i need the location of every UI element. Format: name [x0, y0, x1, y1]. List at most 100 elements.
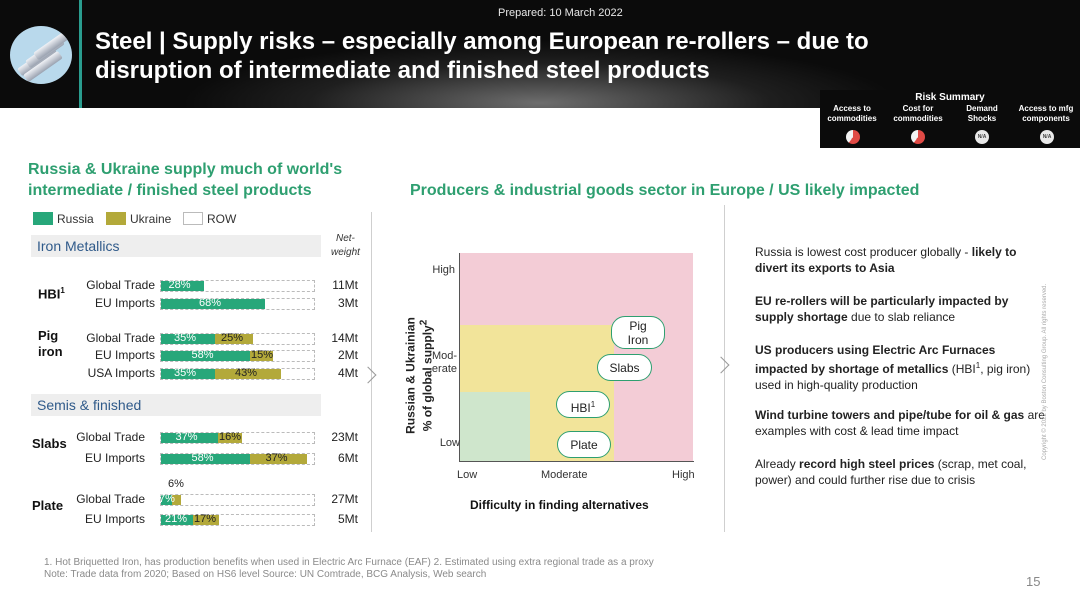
left-heading: Russia & Ukraine supply much of world's …: [28, 161, 343, 199]
matrix-x-axis: [459, 461, 694, 462]
ukraine-bar: [193, 515, 219, 525]
supply-bar-track: 35% 25%: [160, 332, 315, 345]
ukraine-value-label: 43%: [235, 367, 258, 379]
copyright-note: Copyright © 2022 by Boston Consulting Gr…: [1042, 283, 1048, 460]
supply-bar-track: 58% 15%: [160, 349, 315, 362]
bullet-4: Wind turbine towers and pipe/tube for oi…: [755, 408, 1045, 438]
row-label: EU Imports: [94, 348, 155, 362]
y-tick-low: Low: [439, 437, 460, 449]
steel-bars-icon: [10, 26, 72, 84]
product-pig-iron: Pig iron: [38, 328, 63, 359]
russia-value-label: 28%: [168, 279, 191, 291]
ukraine-bar: [218, 433, 242, 443]
russia-bar: [161, 454, 250, 464]
russia-value-label: 37%: [175, 431, 198, 443]
ukraine-bar: [215, 334, 253, 344]
risk-access-components: Access to mfg components: [1018, 104, 1074, 123]
divider: [371, 212, 372, 532]
chevron-right-icon: [712, 356, 730, 374]
risk-matrix: [460, 253, 693, 461]
matrix-label-pig-iron: Pig Iron: [611, 316, 665, 349]
legend-row: ROW: [183, 212, 236, 226]
product-slabs: Slabs: [32, 436, 67, 451]
russia-bar: [161, 515, 193, 525]
section-semis-finished: Semis & finished: [31, 394, 321, 416]
net-weight-header: Net-weight: [331, 233, 360, 258]
bullet-3: US producers using Electric Arc Furnaces…: [755, 343, 1031, 392]
row-label: Global Trade: [86, 331, 155, 345]
row-label: Global Trade: [76, 492, 145, 506]
ukraine-bar: [250, 454, 307, 464]
russia-bar: [161, 281, 204, 291]
header-banner: Prepared: 10 March 2022 Steel | Supply r…: [0, 0, 1080, 108]
page-title: Steel | Supply risks – especially among …: [95, 28, 869, 84]
matrix-label-hbi: HBI1: [556, 391, 610, 418]
supply-bar-track: 37% 16%: [160, 431, 315, 444]
russia-bar: [161, 369, 215, 379]
footnotes: 1. Hot Briquetted Iron, has production b…: [44, 557, 654, 580]
page-number: 15: [1026, 574, 1041, 589]
supply-bar-track: 68%: [160, 297, 315, 310]
matrix-label-slabs: Slabs: [597, 354, 652, 381]
bullet-2: EU re-rollers will be particularly impac…: [755, 294, 1009, 324]
matrix-low-zone: [460, 392, 530, 461]
net-weight-value: 4Mt: [337, 366, 358, 380]
net-weight-value: 3Mt: [337, 296, 358, 310]
ukraine-value-label: 15%: [251, 349, 274, 361]
russia-value-label: 68%: [199, 297, 222, 309]
russia-bar: [161, 299, 265, 309]
russia-bar: [161, 334, 215, 344]
net-weight-value: 23Mt: [331, 430, 358, 444]
y-tick-high: High: [432, 264, 455, 276]
supply-bar-track: 58% 37%: [160, 452, 315, 465]
ukraine-value-label: 6%: [168, 478, 184, 490]
russia-bar: [161, 351, 250, 361]
matrix-x-title: Difficulty in finding alternatives: [470, 498, 649, 512]
net-weight-value: 11Mt: [332, 278, 358, 292]
russia-value-label: 35%: [174, 332, 197, 344]
risk-pie-icon: [911, 130, 925, 144]
ukraine-bar: [250, 351, 273, 361]
logo-panel: [0, 0, 82, 108]
russia-value-label: 35%: [174, 367, 197, 379]
net-weight-value: 14Mt: [331, 331, 358, 345]
x-tick-low: Low: [457, 469, 478, 481]
na-badge: N/A: [975, 130, 989, 144]
net-weight-value: 5Mt: [337, 512, 358, 526]
matrix-label-plate: Plate: [557, 431, 611, 458]
legend-russia: Russia: [33, 212, 94, 226]
row-label: Global Trade: [76, 430, 145, 444]
row-label: EU Imports: [94, 296, 155, 310]
prepared-date: Prepared: 10 March 2022: [498, 7, 623, 19]
russia-bar: [161, 495, 172, 505]
ukraine-value-label: 16%: [219, 431, 242, 443]
right-heading: Producers & industrial goods sector in E…: [410, 182, 920, 199]
risk-demand-shocks: Demand Shocks: [966, 104, 998, 123]
russia-value-label: 58%: [191, 349, 214, 361]
net-weight-value: 27Mt: [331, 492, 358, 506]
risk-cost-commodities: Cost for commodities: [893, 104, 943, 123]
russia-value-label: 21%: [165, 513, 188, 525]
supply-bar-track: 35% 43%: [160, 367, 315, 380]
x-tick-high: High: [672, 469, 695, 481]
ukraine-bar: [215, 369, 281, 379]
legend-ukraine: Ukraine: [106, 212, 171, 226]
na-badge: N/A: [1040, 130, 1054, 144]
ukraine-value-label: 37%: [265, 452, 288, 464]
section-iron-metallics: Iron Metallics: [31, 235, 321, 257]
row-label: Global Trade: [86, 278, 155, 292]
russia-value-label: 58%: [191, 452, 214, 464]
supply-bar-track: 28%: [160, 279, 315, 292]
y-tick-moderate: Mod-erate: [431, 350, 457, 375]
bullet-1: Russia is lowest cost producer globally …: [755, 245, 1017, 275]
row-label: EU Imports: [84, 512, 145, 526]
row-label: USA Imports: [87, 366, 155, 380]
net-weight-value: 2Mt: [337, 348, 358, 362]
risk-access-commodities: Access to commodities: [827, 104, 877, 123]
bullet-5: Already record high steel prices (scrap,…: [755, 457, 1027, 487]
ukraine-bar: [172, 495, 181, 505]
risk-pie-icon: [846, 130, 860, 144]
russia-bar: [161, 433, 218, 443]
row-label: EU Imports: [84, 451, 145, 465]
supply-bar-track: 7%: [159, 493, 315, 506]
